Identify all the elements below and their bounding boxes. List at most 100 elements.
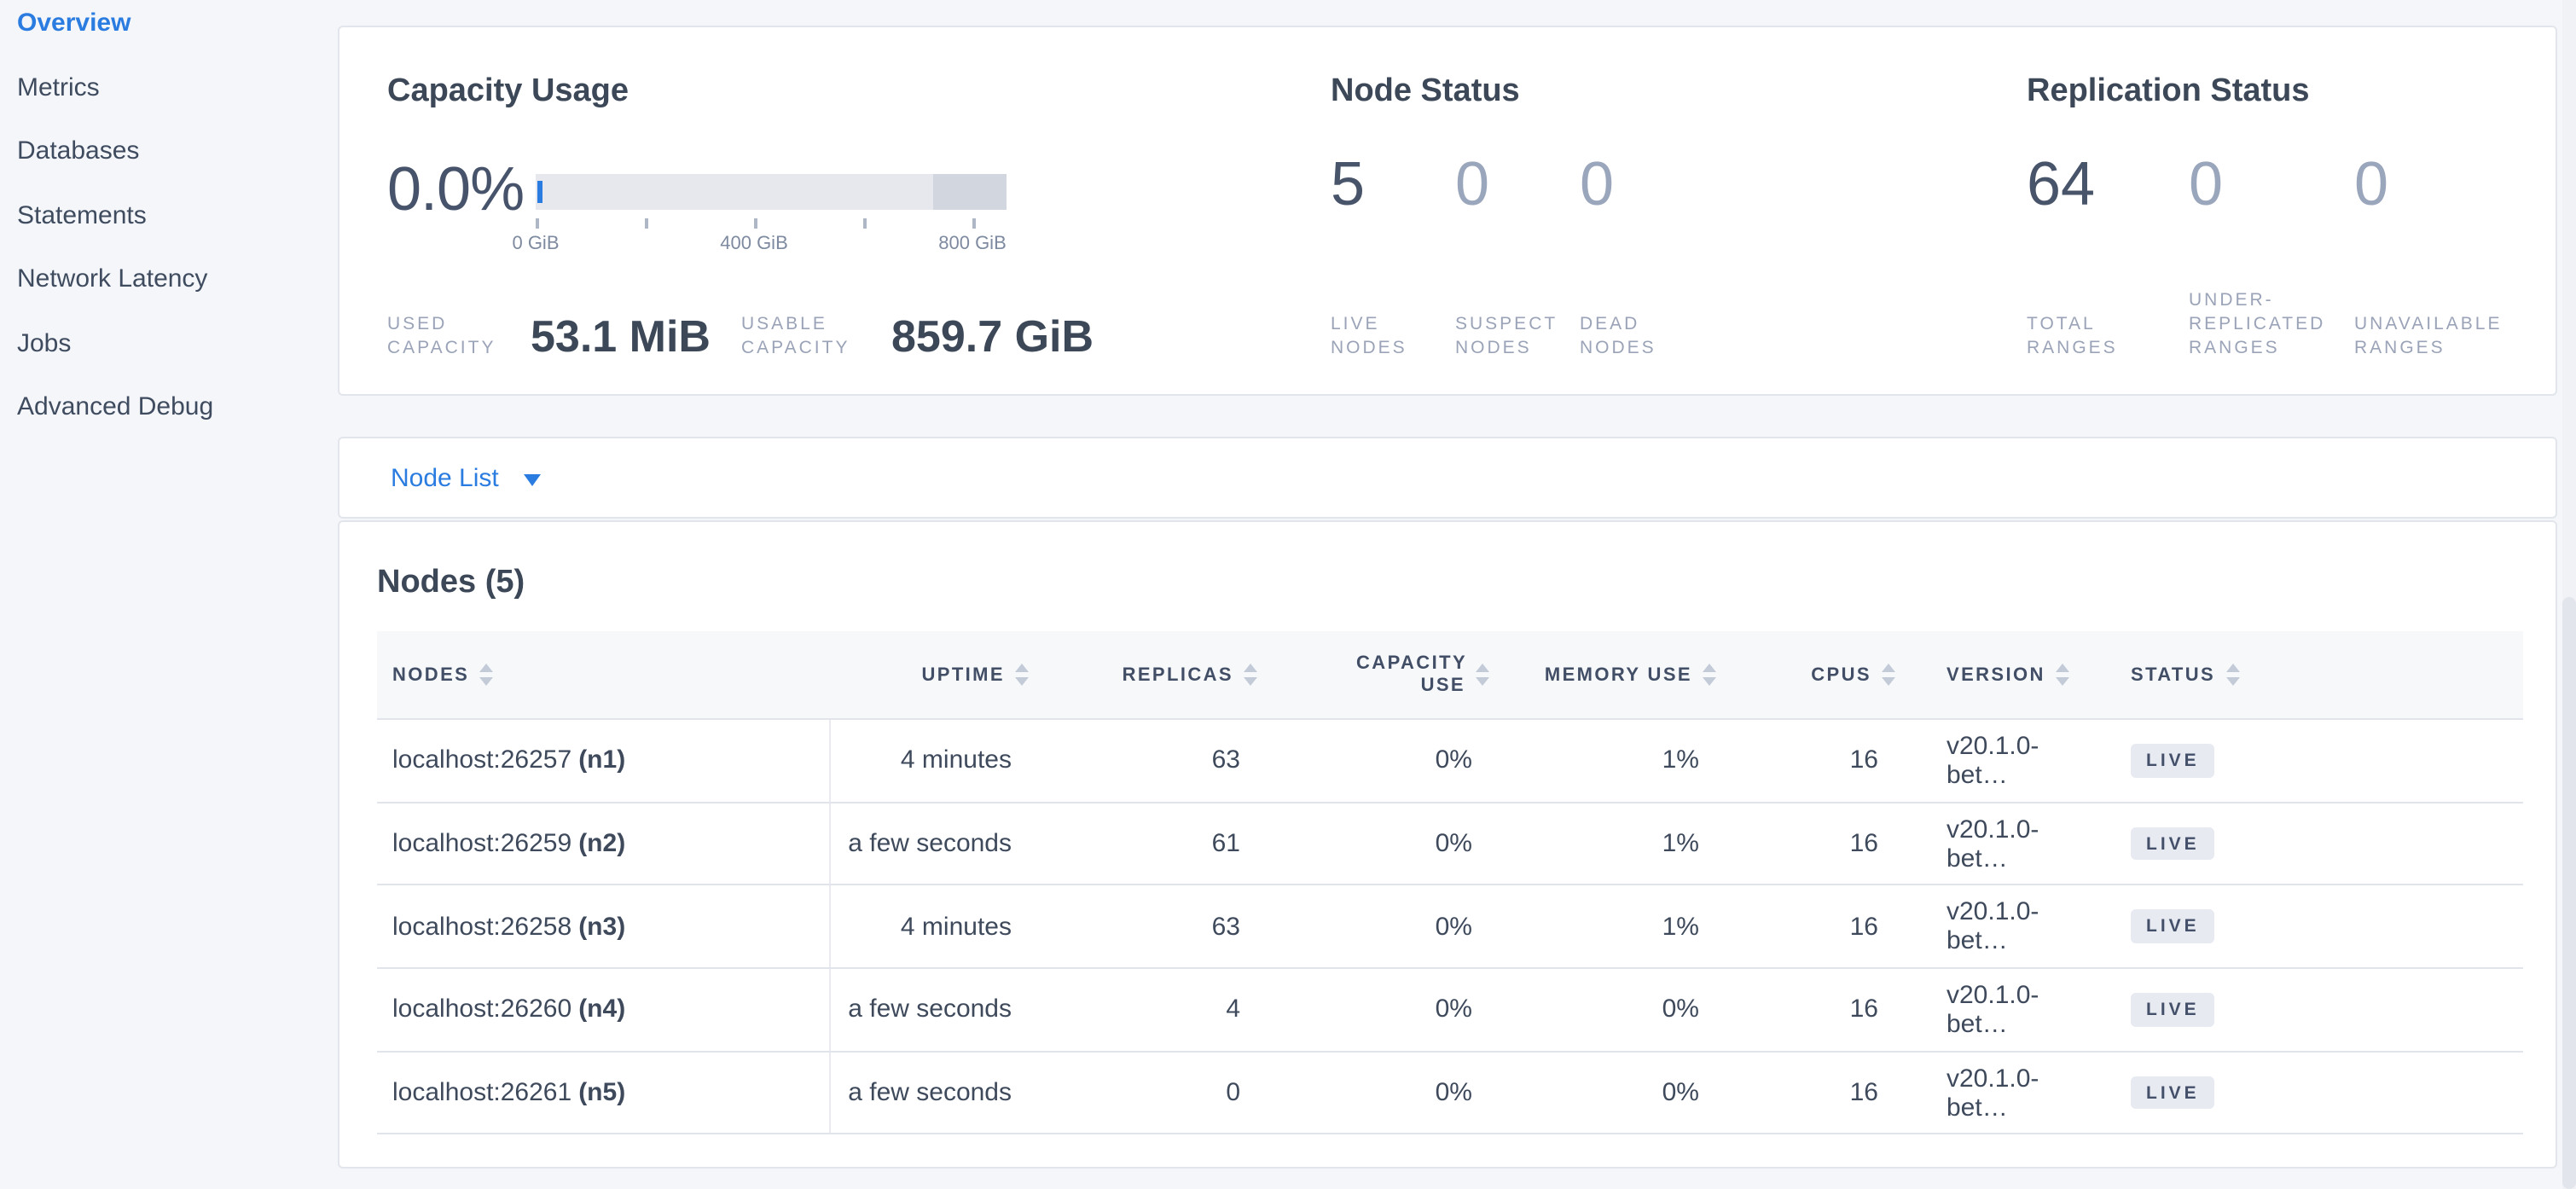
node-address: localhost:26261 xyxy=(392,1078,572,1108)
cell-capacity_use: 0% xyxy=(1435,1078,1472,1108)
cell-status: LIVE xyxy=(2092,803,2523,884)
table-row[interactable]: localhost:26257 (n1) 4 minutes 63 0% 1% 16 v20.… xyxy=(377,720,2523,803)
axis-tick xyxy=(972,218,975,228)
sort-icon[interactable] xyxy=(1703,664,1716,686)
usable-capacity-label: USABLE CAPACITY xyxy=(741,314,850,358)
table-row[interactable]: localhost:26261 (n5) a few seconds 0 0% 0% 16 v… xyxy=(377,1052,2523,1135)
cell-status: LIVE xyxy=(2092,886,2523,967)
cell-uptime: 4 minutes xyxy=(900,912,1012,942)
column-header-capacity_use[interactable]: CAPACITY USE xyxy=(1262,631,1493,718)
cell-replicas: 4 xyxy=(1226,995,1240,1024)
cell-cpus: 16 xyxy=(1849,912,1878,942)
column-header-nodes[interactable]: NODES xyxy=(377,631,831,718)
table-row[interactable]: localhost:26260 (n4) a few seconds 4 0% 0% 16 v… xyxy=(377,969,2523,1053)
cell-uptime: 4 minutes xyxy=(900,745,1012,775)
sort-icon[interactable] xyxy=(479,664,494,686)
cell-memory_use: 1% xyxy=(1662,829,1699,859)
column-header-label: CPUS xyxy=(1811,664,1871,685)
capacity-usage-title: Capacity Usage xyxy=(387,73,629,109)
column-header-replicas[interactable]: REPLICAS xyxy=(1032,631,1262,718)
cell-version: v20.1.0-bet… xyxy=(1947,1064,2039,1122)
cell-capacity_use: 0% xyxy=(1435,995,1472,1024)
node-id: (n1) xyxy=(578,745,626,775)
sidebar-item-overview[interactable]: Overview xyxy=(17,9,131,38)
node-list-dropdown[interactable]: Node List xyxy=(338,437,2557,519)
cell-cpus: 16 xyxy=(1849,1078,1878,1108)
stat-value: 0 xyxy=(2354,148,2389,218)
sort-icon[interactable] xyxy=(2225,664,2240,686)
status-badge: LIVE xyxy=(2131,826,2215,861)
status-badge: LIVE xyxy=(2131,993,2215,1027)
status-badge: LIVE xyxy=(2131,909,2215,943)
stat-value: 5 xyxy=(1331,148,1366,218)
used-capacity-value: 53.1 MiB xyxy=(531,310,711,362)
node-id: (n3) xyxy=(578,912,626,942)
stat-label: DEAD NODES xyxy=(1580,314,1656,358)
column-header-status[interactable]: STATUS xyxy=(2092,631,2523,718)
cell-nodes: localhost:26259 (n2) xyxy=(377,803,831,884)
nodes-table-title: Nodes (5) xyxy=(377,565,525,600)
node-address: localhost:26259 xyxy=(392,829,572,859)
cell-nodes: localhost:26258 (n3) xyxy=(377,885,831,968)
table-row[interactable]: localhost:26259 (n2) a few seconds 61 0% 1% 16… xyxy=(377,803,2523,886)
cell-replicas: 63 xyxy=(1211,912,1240,942)
node-list-dropdown-label[interactable]: Node List xyxy=(391,463,499,492)
cell-memory_use: 1% xyxy=(1662,745,1699,775)
replication-status-title: Replication Status xyxy=(2027,73,2310,109)
node-address: localhost:26258 xyxy=(392,912,572,942)
sort-icon[interactable] xyxy=(1015,664,1029,686)
cell-cpus: 16 xyxy=(1849,829,1878,859)
axis-tick xyxy=(645,218,647,228)
cell-uptime: a few seconds xyxy=(848,829,1012,859)
scrollbar-thumb[interactable] xyxy=(2562,597,2576,1189)
nodes-card: Nodes (5) NODES UPTIME REPLICAS CAPACITY US… xyxy=(338,520,2557,1169)
sidebar-item-jobs[interactable]: Jobs xyxy=(17,328,72,357)
column-header-cpus[interactable]: CPUS xyxy=(1720,631,1902,718)
cell-status: LIVE xyxy=(2092,1053,2523,1134)
stat-label: UNDER-REPLICATED RANGES xyxy=(2189,290,2326,358)
capacity-used-marker xyxy=(537,181,542,203)
sort-icon[interactable] xyxy=(2055,664,2069,686)
cell-version: v20.1.0-bet… xyxy=(1947,980,2039,1039)
sidebar-item-databases[interactable]: Databases xyxy=(17,136,140,165)
usable-capacity-value: 859.7 GiB xyxy=(891,310,1094,362)
node-id: (n2) xyxy=(578,829,626,859)
cell-memory_use: 0% xyxy=(1662,995,1699,1024)
used-capacity-label: USED CAPACITY xyxy=(387,314,496,358)
nodes-table: NODES UPTIME REPLICAS CAPACITY USE MEMORY US… xyxy=(377,631,2523,1135)
sort-icon[interactable] xyxy=(1882,664,1895,686)
stat-value: 0 xyxy=(2189,148,2224,218)
sidebar-item-statements[interactable]: Statements xyxy=(17,200,147,229)
column-header-memory_use[interactable]: MEMORY USE xyxy=(1493,631,1720,718)
sort-icon[interactable] xyxy=(1476,664,1489,686)
sidebar-item-network-latency[interactable]: Network Latency xyxy=(17,264,208,293)
node-status-title: Node Status xyxy=(1331,73,1520,109)
sidebar-item-advanced-debug[interactable]: Advanced Debug xyxy=(17,392,214,421)
stat-label: LIVE NODES xyxy=(1331,314,1407,358)
table-row[interactable]: localhost:26258 (n3) 4 minutes 63 0% 1% 16 v20.… xyxy=(377,885,2523,970)
cell-version: v20.1.0-bet… xyxy=(1947,731,2039,790)
axis-label-400gib: 400 GiB xyxy=(720,234,788,254)
sort-icon[interactable] xyxy=(1244,664,1257,686)
cell-status: LIVE xyxy=(2092,969,2523,1050)
column-header-label: CAPACITY USE xyxy=(1356,652,1468,695)
capacity-bar xyxy=(536,174,1007,210)
table-header-row: NODES UPTIME REPLICAS CAPACITY USE MEMORY US… xyxy=(377,631,2523,720)
stat-label: SUSPECT NODES xyxy=(1455,314,1558,358)
cell-nodes: localhost:26260 (n4) xyxy=(377,969,831,1051)
cell-cpus: 16 xyxy=(1849,995,1878,1024)
cell-replicas: 61 xyxy=(1211,829,1240,859)
status-badge: LIVE xyxy=(2131,744,2215,778)
axis-tick xyxy=(536,218,538,228)
cell-version: v20.1.0-bet… xyxy=(1947,897,2039,956)
stat-label: UNAVAILABLE RANGES xyxy=(2354,314,2503,358)
axis-tick xyxy=(754,218,757,228)
column-header-uptime[interactable]: UPTIME xyxy=(831,631,1032,718)
cell-replicas: 63 xyxy=(1211,745,1240,775)
cell-replicas: 0 xyxy=(1226,1078,1240,1108)
column-header-label: NODES xyxy=(392,664,470,685)
stat-label: TOTAL RANGES xyxy=(2027,314,2118,358)
column-header-version[interactable]: VERSION xyxy=(1902,631,2092,718)
sidebar-item-metrics[interactable]: Metrics xyxy=(17,72,100,102)
scrollbar-track[interactable] xyxy=(2562,0,2576,1189)
